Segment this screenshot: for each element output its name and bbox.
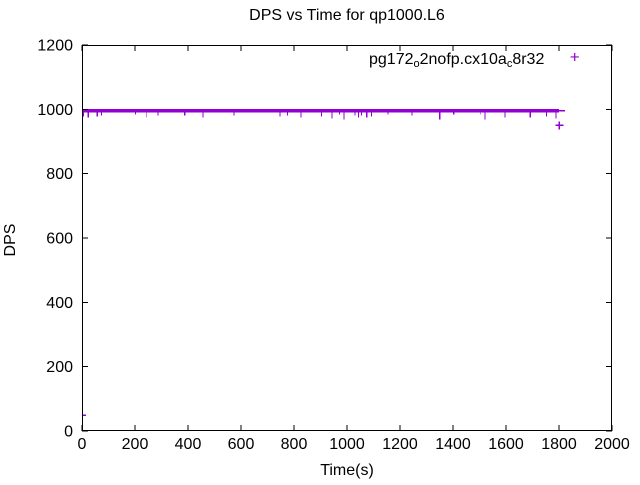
svg-text:1600: 1600 [488, 436, 524, 453]
svg-text:pg172o2nofp.cx10ac8r32: pg172o2nofp.cx10ac8r32 [369, 51, 544, 70]
svg-text:1200: 1200 [37, 38, 73, 55]
svg-text:1200: 1200 [382, 436, 418, 453]
svg-text:400: 400 [46, 295, 73, 312]
svg-text:DPS vs Time for qp1000.L6: DPS vs Time for qp1000.L6 [249, 7, 445, 24]
svg-text:200: 200 [46, 359, 73, 376]
svg-text:0: 0 [78, 436, 87, 453]
svg-text:1000: 1000 [329, 436, 365, 453]
svg-text:0: 0 [64, 424, 73, 441]
svg-text:400: 400 [175, 436, 202, 453]
svg-text:800: 800 [281, 436, 308, 453]
svg-text:1400: 1400 [435, 436, 471, 453]
svg-text:600: 600 [228, 436, 255, 453]
svg-text:200: 200 [122, 436, 149, 453]
svg-text:2000: 2000 [594, 436, 630, 453]
svg-text:DPS: DPS [2, 224, 19, 257]
svg-text:1800: 1800 [541, 436, 577, 453]
svg-text:1000: 1000 [37, 102, 73, 119]
svg-text:Time(s): Time(s) [320, 462, 374, 479]
svg-text:800: 800 [46, 166, 73, 183]
svg-text:600: 600 [46, 231, 73, 248]
svg-text:+: + [570, 48, 580, 67]
